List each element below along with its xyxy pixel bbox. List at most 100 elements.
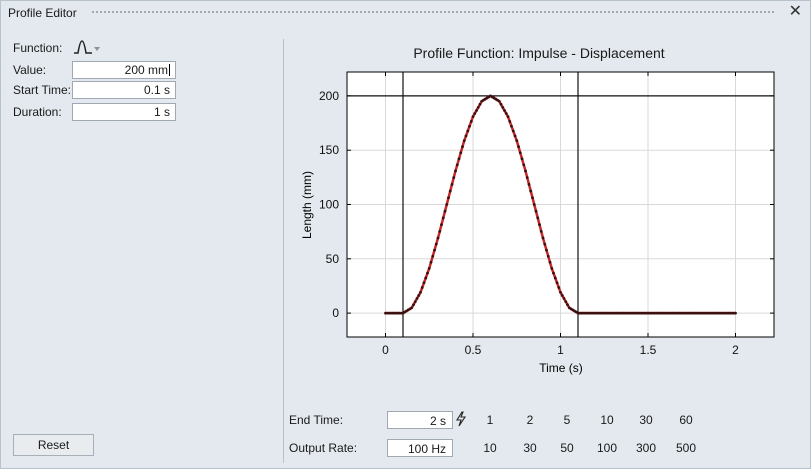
- data-point: [543, 242, 547, 246]
- data-point: [443, 209, 447, 213]
- data-point: [552, 271, 555, 275]
- data-point: [464, 134, 468, 138]
- output-rate-preset[interactable]: 50: [560, 441, 574, 455]
- start-time-label: Start Time:: [13, 83, 72, 97]
- data-point: [517, 145, 520, 149]
- data-point: [534, 209, 538, 213]
- data-point: [548, 260, 552, 264]
- value-field[interactable]: 200 mm: [72, 61, 176, 79]
- data-point: [459, 151, 463, 155]
- pane-divider[interactable]: [283, 39, 284, 463]
- data-point: [447, 196, 450, 200]
- title-bar[interactable]: Profile Editor ✕: [1, 1, 810, 23]
- data-point: [518, 151, 522, 155]
- y-tick-label: 50: [326, 252, 340, 266]
- output-rate-preset[interactable]: 500: [675, 441, 697, 455]
- data-point: [501, 105, 505, 109]
- x-tick-label: 1.5: [640, 343, 657, 357]
- lightning-icon[interactable]: [455, 411, 467, 430]
- end-time-field[interactable]: 2 s: [387, 411, 453, 429]
- data-point: [529, 189, 533, 193]
- data-point: [410, 306, 414, 310]
- end-time-preset[interactable]: 30: [639, 413, 653, 427]
- x-tick-label: 2: [732, 343, 739, 357]
- data-point: [448, 189, 452, 193]
- data-point: [564, 300, 568, 304]
- data-point: [557, 286, 561, 289]
- close-icon[interactable]: ✕: [788, 3, 802, 20]
- data-point: [538, 223, 541, 227]
- data-point: [452, 176, 456, 180]
- data-point: [413, 300, 417, 304]
- x-axis-label: Time (s): [539, 361, 583, 375]
- data-point: [522, 163, 526, 167]
- data-point: [734, 311, 737, 315]
- value-text: 200 mm: [124, 63, 168, 77]
- data-point: [503, 109, 506, 112]
- start-time-field[interactable]: 0.1 s: [72, 81, 176, 99]
- data-point: [450, 182, 454, 186]
- data-point: [455, 163, 459, 167]
- output-rate-preset[interactable]: 30: [523, 441, 537, 455]
- data-point: [510, 124, 513, 128]
- data-point: [506, 115, 510, 119]
- output-rate-field[interactable]: 100 Hz: [387, 439, 453, 457]
- end-time-preset[interactable]: 5: [563, 413, 571, 427]
- data-point: [513, 134, 517, 138]
- data-point: [560, 294, 564, 297]
- text-caret: [169, 64, 170, 76]
- duration-label: Duration:: [13, 105, 62, 119]
- data-point: [475, 109, 478, 112]
- data-point: [469, 120, 473, 123]
- axis-ticks: 0 0.5 1 1.5 2 0 50 100 150 200: [319, 72, 774, 357]
- end-time-preset[interactable]: 2: [526, 413, 534, 427]
- x-tick-label: 0.5: [465, 343, 482, 357]
- chart-title: Profile Function: Impulse - Displacement: [413, 45, 665, 61]
- data-point: [461, 145, 464, 149]
- data-point: [545, 248, 548, 252]
- chart-marker-lines: [347, 72, 774, 337]
- data-point: [431, 254, 435, 258]
- end-time-preset[interactable]: 60: [679, 413, 693, 427]
- data-point: [497, 99, 501, 103]
- data-point: [476, 105, 480, 109]
- data-point: [525, 176, 529, 180]
- data-point: [541, 236, 545, 240]
- data-point: [527, 182, 531, 186]
- y-tick-label: 100: [319, 198, 339, 212]
- drag-grip[interactable]: [91, 10, 776, 14]
- data-point: [427, 266, 431, 270]
- data-point: [524, 169, 527, 173]
- impulse-icon[interactable]: [73, 39, 101, 58]
- data-point: [415, 297, 419, 300]
- data-point: [419, 290, 422, 294]
- profile-chart[interactable]: 0 0.5 1 1.5 2 0 50 100 150 200 Time (s) Length (m…: [1, 1, 810, 401]
- end-time-preset[interactable]: 10: [600, 413, 614, 427]
- data-point: [412, 303, 415, 307]
- output-rate-preset[interactable]: 300: [635, 441, 657, 455]
- y-tick-label: 0: [332, 306, 339, 320]
- data-point: [478, 102, 482, 106]
- data-point: [466, 129, 470, 133]
- output-rate-preset[interactable]: 100: [596, 441, 618, 455]
- data-point: [433, 248, 436, 252]
- duration-field[interactable]: 1 s: [72, 103, 176, 121]
- data-point: [436, 236, 440, 240]
- end-time-label: End Time:: [289, 413, 344, 427]
- value-label: Value:: [13, 63, 47, 77]
- end-time-preset[interactable]: 1: [486, 413, 494, 427]
- reset-button[interactable]: Reset: [13, 434, 94, 456]
- data-point: [424, 276, 428, 280]
- data-point: [420, 286, 424, 289]
- data-point: [520, 157, 524, 161]
- data-point: [504, 112, 508, 115]
- output-rate-preset[interactable]: 10: [483, 441, 497, 455]
- data-point: [473, 112, 477, 115]
- data-point: [445, 203, 449, 206]
- data-point: [454, 169, 457, 173]
- data-point: [515, 139, 519, 143]
- y-tick-label: 200: [319, 89, 339, 103]
- chart-grid: [347, 72, 774, 337]
- data-point: [508, 120, 512, 123]
